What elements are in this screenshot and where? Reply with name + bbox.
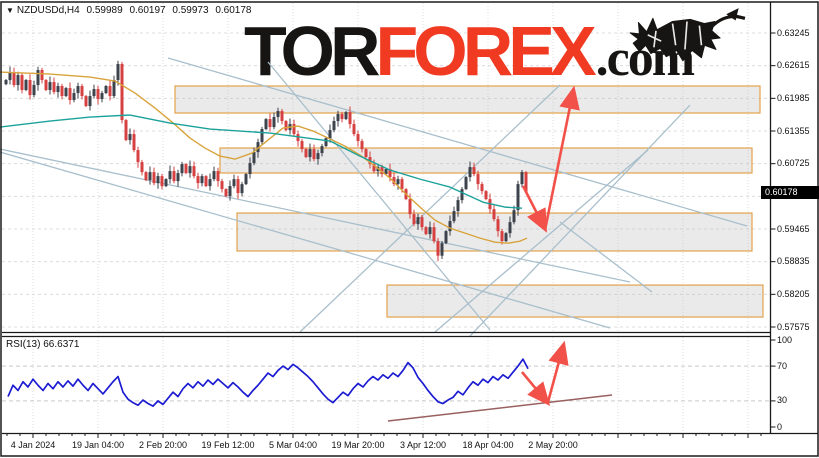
candles-layer (4, 60, 528, 262)
time-axis-label: 19 Jan 04:00 (71, 440, 125, 450)
time-axis-label: 19 Mar 20:00 (331, 440, 385, 450)
chevron-down-icon[interactable]: ▼ (6, 6, 14, 15)
rsi-layer (7, 358, 613, 422)
symbol-timeframe: NZDUSDd,H4 (16, 5, 80, 16)
rsi-axis-label: 100 (777, 334, 793, 345)
trendlines-layer[interactable] (0, 57, 748, 337)
trendline (434, 149, 649, 333)
time-axis-label: 19 Feb 12:00 (201, 440, 255, 450)
resistance-zone-1 (174, 85, 761, 114)
trendline (267, 61, 491, 331)
rsi-trendline (387, 394, 613, 422)
trendline (167, 57, 748, 227)
time-axis-label: 3 Apr 12:00 (399, 440, 447, 450)
quote-close: 0.60178 (215, 5, 252, 16)
teal-moving-average (0, 114, 523, 209)
forecast-arrow (546, 340, 569, 403)
price-axis-label: 0.58205 (777, 288, 810, 299)
trendline (469, 104, 691, 337)
trendline (0, 151, 611, 329)
price-axis-label: 0.61355 (777, 125, 810, 136)
logo-text-forex: FOREX (375, 12, 597, 90)
price-axis-label: 0.57575 (777, 321, 810, 332)
chart-title-bar: ▼ NZDUSDd,H4 0.59989 0.60197 0.59973 0.60… (6, 5, 255, 16)
rsi-axis-label: 30 (777, 395, 788, 406)
time-axis-label: 2 May 20:00 (528, 440, 578, 450)
support-zone-4 (386, 284, 764, 318)
price-axis-label: 0.63245 (777, 27, 810, 38)
forecast-arrow (543, 85, 580, 231)
time-axis-label: 2 Feb 20:00 (138, 440, 188, 450)
quote-high: 0.60197 (129, 5, 166, 16)
price-axis-label: 0.59465 (777, 223, 810, 234)
forecast-arrow (521, 185, 547, 233)
torforex-watermark: TORFOREX.com (244, 8, 746, 100)
bull-icon (629, 8, 746, 62)
orange-moving-average (0, 71, 528, 244)
trendline (299, 84, 561, 333)
trendline (0, 148, 631, 283)
price-axis-label: 0.61985 (777, 92, 810, 103)
forecast-arrow (520, 371, 551, 407)
logo-text-tor: TOR (244, 12, 380, 90)
quote-low: 0.59973 (172, 5, 209, 16)
price-axis-label: 0.62615 (777, 60, 810, 71)
forecast-arrows-layer (520, 85, 580, 407)
price-axis-label: 0.58835 (777, 256, 810, 267)
rsi-line (7, 358, 529, 407)
time-axis-label: 5 Mar 04:00 (268, 440, 318, 450)
rsi-axis-label: 70 (777, 360, 788, 371)
rsi-axis-label: 0 (777, 421, 783, 432)
quote-open: 0.59989 (86, 5, 123, 16)
price-axis-label: 0.60725 (777, 158, 810, 169)
time-axis-label: 4 Jan 2024 (10, 440, 56, 450)
time-axis-label: 18 Apr 04:00 (462, 440, 514, 450)
current-price-tag: 0.60178 (761, 186, 819, 199)
trendline (559, 221, 653, 293)
rsi-indicator-label: RSI(13) 66.6371 (6, 339, 80, 350)
